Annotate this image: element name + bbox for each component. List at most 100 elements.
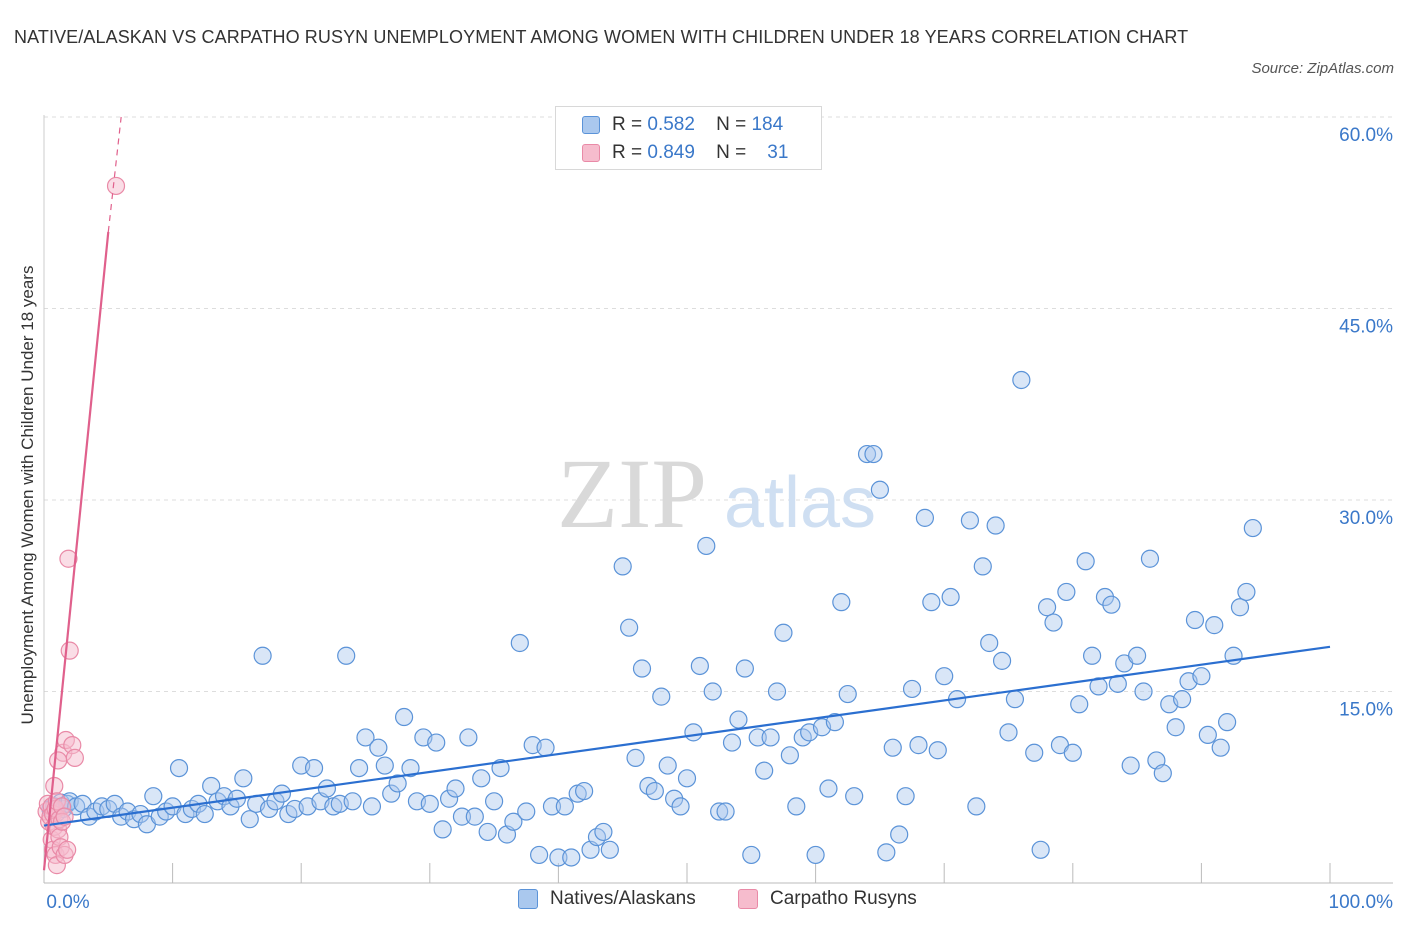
point-natives — [767, 682, 787, 701]
point-natives — [825, 713, 844, 732]
point-natives — [485, 792, 504, 811]
point-natives — [684, 723, 703, 742]
point-rusyns — [60, 641, 79, 660]
point-natives — [362, 797, 382, 816]
point-natives — [703, 682, 722, 701]
point-natives — [999, 723, 1018, 742]
point-natives — [690, 656, 709, 676]
point-natives — [806, 845, 825, 865]
point-natives — [491, 758, 510, 778]
point-natives — [890, 825, 909, 844]
point-natives — [427, 733, 446, 752]
gridlines — [44, 116, 1393, 692]
point-natives — [382, 784, 401, 803]
blue-n-value: 184 — [751, 114, 784, 135]
point-natives — [600, 840, 619, 859]
blue-n-label: N = — [716, 114, 747, 135]
point-natives — [478, 822, 497, 842]
x-tick-label-min: 0.0% — [46, 892, 89, 913]
point-natives — [1082, 646, 1102, 665]
point-natives — [1044, 613, 1063, 632]
point-natives — [452, 807, 472, 826]
point-natives — [1166, 718, 1185, 737]
legend-item-natives: Natives/Alaskans — [518, 888, 696, 910]
point-natives — [735, 659, 754, 678]
point-natives — [555, 797, 574, 816]
point-natives — [549, 848, 568, 867]
pink-n-label: N = — [716, 142, 747, 163]
pink-r-value: 0.849 — [647, 142, 695, 163]
point-natives — [195, 804, 214, 824]
point-natives — [710, 802, 729, 821]
point-natives — [761, 728, 780, 747]
point-natives — [433, 820, 452, 839]
point-natives — [575, 781, 594, 801]
point-natives — [542, 797, 562, 816]
y-tick-label: 30.0% — [1339, 508, 1393, 529]
point-natives — [658, 756, 677, 775]
watermark-zip: ZIP — [557, 438, 707, 549]
point-natives — [1237, 582, 1256, 602]
point-natives — [774, 623, 793, 642]
point-natives — [838, 684, 857, 704]
pink-n-value: 31 — [767, 142, 789, 163]
point-natives — [1025, 743, 1044, 762]
point-natives — [510, 633, 529, 653]
point-natives — [986, 516, 1005, 535]
point-natives — [375, 756, 394, 775]
point-natives — [594, 822, 613, 842]
point-natives — [928, 741, 947, 760]
point-natives — [742, 845, 761, 865]
point-natives — [439, 789, 459, 808]
point-natives — [1037, 598, 1057, 617]
x-tick-label-max: 100.0% — [1329, 892, 1394, 913]
point-natives — [1211, 738, 1230, 757]
point-natives — [819, 779, 838, 798]
point-natives — [896, 787, 915, 806]
point-natives — [202, 776, 221, 796]
series-carpatho-rusyns — [37, 176, 126, 875]
point-natives — [877, 843, 896, 862]
pink-r-label: R = — [612, 142, 643, 163]
point-natives — [697, 536, 716, 556]
point-natives — [1173, 690, 1192, 709]
point-natives — [787, 797, 806, 816]
point-natives — [922, 593, 941, 612]
point-natives — [401, 758, 420, 778]
stats-row-pink: R = 0.849 N = 31 — [582, 139, 788, 167]
watermark-atlas: atlas — [724, 463, 876, 543]
point-natives — [883, 738, 902, 757]
y-axis-label: Unemployment Among Women with Children U… — [18, 265, 37, 725]
point-natives — [755, 761, 774, 780]
point-natives — [677, 769, 697, 788]
blue-r-label: R = — [612, 114, 643, 135]
point-natives — [845, 787, 864, 806]
series-natives-alaskans — [41, 370, 1262, 867]
point-natives — [613, 557, 632, 576]
point-natives — [748, 728, 767, 747]
stats-row-blue: R = 0.582 N = 184 — [582, 111, 783, 139]
stats-legend: R = 0.582 N = 184 R = 0.849 N = 31 — [555, 106, 822, 170]
tick-labels: 15.0% 30.0% 45.0% 60.0% 0.0% 100.0% — [46, 125, 1393, 913]
point-natives — [632, 659, 652, 678]
point-natives — [420, 794, 439, 813]
point-rusyns — [49, 751, 68, 770]
point-natives — [337, 646, 356, 665]
source-label: Source: ZipAtlas.com — [1251, 60, 1394, 77]
point-natives — [1127, 646, 1147, 665]
point-natives — [536, 738, 555, 757]
point-natives — [992, 651, 1012, 670]
point-natives — [722, 733, 742, 752]
legend-item-rusyns: Carpatho Rusyns — [738, 888, 917, 910]
point-rusyns — [59, 549, 78, 568]
point-natives — [967, 797, 986, 816]
point-natives — [169, 758, 189, 778]
point-natives — [459, 728, 478, 747]
point-rusyns — [106, 176, 126, 196]
point-natives — [1134, 682, 1153, 701]
point-natives — [388, 774, 407, 793]
y-tick-label: 45.0% — [1339, 317, 1393, 338]
trend-line-rusyns-extension — [107, 116, 122, 232]
point-rusyns — [55, 807, 74, 826]
point-natives — [935, 667, 954, 686]
